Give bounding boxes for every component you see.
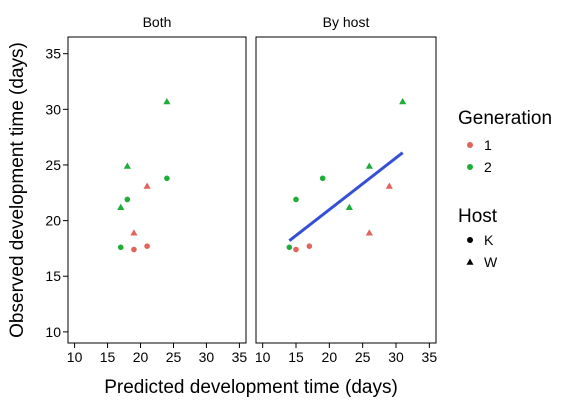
data-point-circle — [293, 246, 299, 253]
x-tick-label: 10 — [255, 349, 271, 365]
x-tick-label: 15 — [288, 349, 304, 365]
legend-shape-circle — [467, 237, 473, 243]
legend-swatch — [467, 164, 473, 170]
data-point-triangle — [345, 203, 353, 210]
legend-label: W — [484, 254, 498, 270]
data-point-circle — [124, 196, 131, 203]
data-point-circle — [164, 175, 170, 182]
y-tick-label: 25 — [45, 157, 61, 173]
x-tick-label: 15 — [100, 349, 116, 365]
data-point-triangle — [365, 229, 373, 236]
y-tick-label: 30 — [45, 101, 61, 117]
y-tick-label: 10 — [45, 324, 61, 340]
data-point-triangle — [163, 97, 171, 105]
data-point-circle — [144, 243, 150, 249]
panel-title: By host — [323, 14, 370, 30]
x-tick-label: 10 — [67, 349, 83, 365]
data-point-triangle — [117, 203, 125, 210]
data-point-circle — [293, 196, 299, 203]
legend-swatch — [467, 142, 473, 148]
legend: Generation 1 2 Host KW — [458, 108, 552, 270]
data-point-circle — [319, 175, 326, 182]
x-tick-label: 30 — [388, 349, 404, 365]
panel-title: Both — [143, 14, 172, 30]
data-point-triangle — [399, 97, 407, 105]
fit-line — [288, 151, 404, 242]
y-tick-label: 20 — [45, 213, 61, 229]
x-tick-label: 25 — [166, 349, 182, 365]
data-point-circle — [131, 246, 137, 253]
legend-title-host: Host — [458, 206, 498, 227]
data-point-triangle — [365, 162, 373, 169]
x-tick-label: 35 — [422, 349, 438, 365]
data-point-triangle — [123, 162, 131, 169]
data-point-circle — [117, 244, 124, 251]
data-point-triangle — [143, 182, 151, 189]
panel: Both 10 15 20 25 30 35 10 15 20 25 30 35 — [45, 14, 247, 365]
data-point-circle — [286, 244, 293, 251]
y-axis-label: Observed development time (days) — [7, 42, 28, 338]
x-tick-label: 25 — [355, 349, 371, 365]
x-tick-label: 20 — [133, 349, 149, 365]
panel-frame — [255, 36, 437, 344]
data-point-triangle — [385, 182, 393, 189]
x-tick-label: 35 — [232, 349, 248, 365]
x-tick-label: 30 — [199, 349, 215, 365]
panel-frame — [67, 36, 247, 344]
legend-label: 1 — [484, 137, 492, 153]
legend-label: K — [484, 232, 494, 248]
y-tick-label: 35 — [45, 46, 61, 62]
data-point-circle — [306, 243, 313, 249]
data-point-triangle — [130, 229, 138, 236]
panels: Both 10 15 20 25 30 35 10 15 20 25 30 35 By host 10 15 2… — [45, 14, 437, 365]
x-axis-label: Predicted development time (days) — [104, 377, 398, 398]
legend-shape-triangle — [466, 258, 474, 265]
x-tick-label: 20 — [322, 349, 338, 365]
panel: By host 10 15 20 25 30 35 — [255, 14, 437, 365]
legend-label: 2 — [484, 159, 492, 175]
y-tick-label: 15 — [45, 268, 61, 284]
legend-title-generation: Generation — [458, 108, 552, 129]
